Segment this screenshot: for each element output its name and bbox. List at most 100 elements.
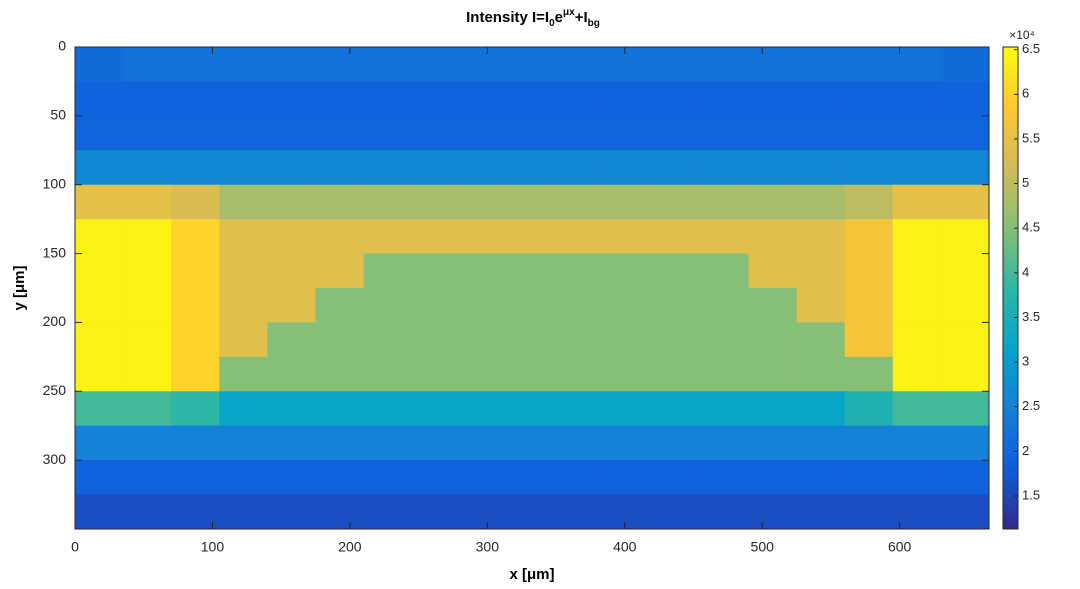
heat-cell [844, 391, 894, 427]
heat-cell [171, 150, 220, 186]
y-tick-label: 250 [43, 382, 67, 398]
y-axis-label: y [μm] [11, 265, 28, 310]
heat-cell [700, 288, 750, 324]
heat-cell [459, 425, 509, 461]
heat-cell [267, 47, 317, 83]
axes: 0 100 200 300 400 500 600 0 50 100 150 200 250 300 1.5… [43, 38, 1040, 555]
heat-cell [123, 219, 172, 255]
heat-cell [652, 184, 701, 220]
heat-cell [940, 81, 989, 117]
heat-cell [459, 47, 509, 83]
heat-cell [363, 47, 413, 83]
heat-cell [315, 460, 365, 496]
y-tick-label: 50 [50, 107, 66, 123]
heat-cell [748, 184, 798, 220]
heat-cell [459, 288, 509, 324]
heat-cell [556, 253, 605, 289]
heat-cell [267, 288, 317, 324]
heat-cell [940, 288, 989, 324]
heat-cell [171, 81, 220, 117]
heat-cell [796, 322, 846, 358]
heat-cell [507, 460, 557, 496]
heat-cell [796, 253, 846, 289]
heat-cell [652, 391, 701, 427]
heat-cell [459, 81, 509, 117]
title-part: e [555, 9, 563, 26]
heat-cell [459, 253, 509, 289]
heat-cell [219, 115, 269, 151]
heat-cell [219, 425, 269, 461]
heat-cell [940, 253, 989, 289]
heat-cell [267, 150, 317, 186]
heat-cell [123, 81, 172, 117]
colorbar-tick-label: 3 [1022, 354, 1029, 369]
heat-cell [75, 81, 124, 117]
heat-cell [459, 391, 509, 427]
heat-cell [556, 322, 605, 358]
heat-cell [604, 425, 653, 461]
colorbar-tick-label: 6.5 [1022, 41, 1040, 56]
heat-cell [892, 425, 942, 461]
heat-cell [363, 115, 413, 151]
heat-cell [652, 288, 701, 324]
heat-cell [507, 253, 557, 289]
heat-cell [507, 322, 557, 358]
heat-cell [171, 494, 220, 529]
heat-cell [844, 219, 894, 255]
heat-cell [652, 425, 701, 461]
heat-cell [219, 494, 269, 529]
heat-cell [700, 494, 750, 529]
heat-cell [75, 253, 124, 289]
heat-cell [219, 460, 269, 496]
heat-cell [171, 253, 220, 289]
heat-cell [844, 425, 894, 461]
heat-cell [940, 425, 989, 461]
heat-cell [940, 184, 989, 220]
heat-cell [363, 460, 413, 496]
heat-cell [652, 253, 701, 289]
heat-cell [411, 460, 461, 496]
heat-cell [507, 356, 557, 392]
heat-cell [315, 253, 365, 289]
heat-cell [75, 219, 124, 255]
heat-cell [315, 356, 365, 392]
heat-cell [459, 115, 509, 151]
heat-cell [700, 425, 750, 461]
heat-cell [652, 356, 701, 392]
heat-cell [459, 219, 509, 255]
heat-cell [75, 391, 124, 427]
heat-cell [171, 115, 220, 151]
heat-cell [171, 356, 220, 392]
heat-cell [315, 425, 365, 461]
heat-cell [556, 288, 605, 324]
heat-cell [315, 150, 365, 186]
x-tick-label: 600 [888, 539, 912, 555]
x-tick-label: 500 [751, 539, 775, 555]
heat-cell [171, 322, 220, 358]
heat-cell [411, 391, 461, 427]
heat-cell [748, 253, 798, 289]
heat-cell [123, 150, 172, 186]
colorbar-exponent: ×10⁴ [1009, 28, 1035, 42]
heat-cell [267, 356, 317, 392]
heat-cell [219, 184, 269, 220]
heat-cell [411, 115, 461, 151]
heat-cell [700, 460, 750, 496]
heat-cell [604, 322, 653, 358]
heat-cell [892, 184, 942, 220]
heat-cell [748, 288, 798, 324]
heat-cell [844, 460, 894, 496]
heat-cell [123, 425, 172, 461]
heat-cell [652, 150, 701, 186]
heat-cell [507, 81, 557, 117]
heat-cell [892, 391, 942, 427]
heat-cell [652, 219, 701, 255]
heat-cell [75, 184, 124, 220]
heat-cell [652, 81, 701, 117]
heat-cell [363, 219, 413, 255]
heat-cell [411, 150, 461, 186]
heat-cell [748, 460, 798, 496]
heat-cell [171, 288, 220, 324]
heat-cell [604, 253, 653, 289]
heat-cell [363, 150, 413, 186]
